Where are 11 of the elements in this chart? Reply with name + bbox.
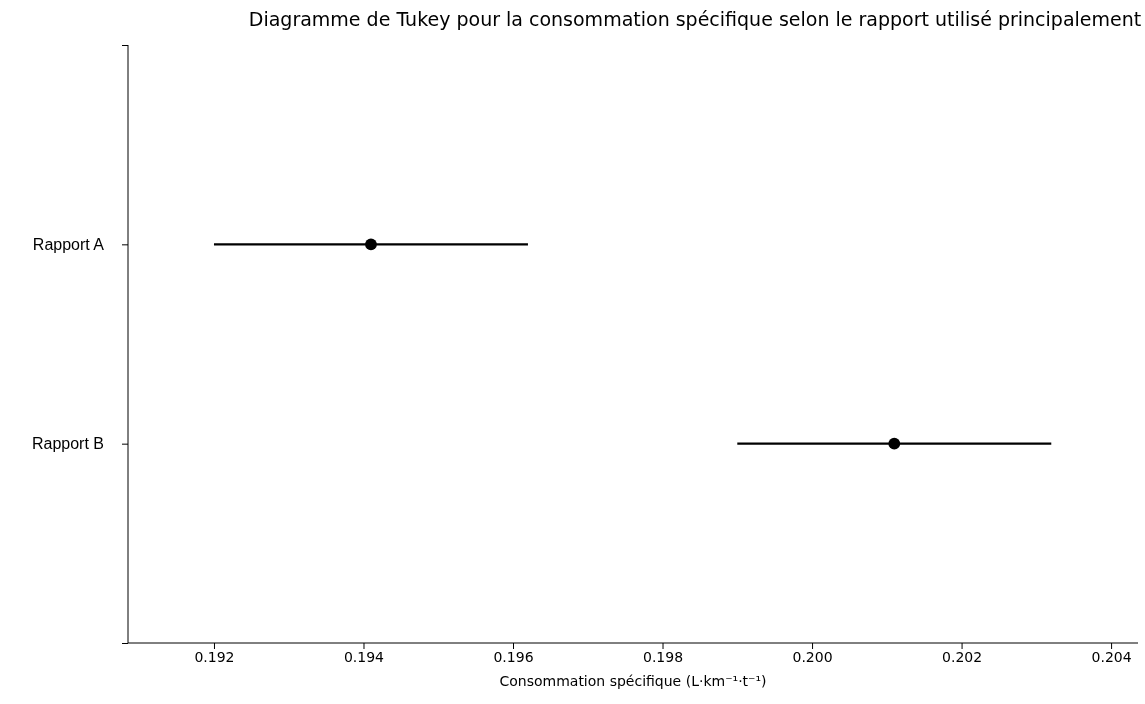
x-tick-label: 0.196 <box>493 648 534 665</box>
x-tick-label: 0.194 <box>343 648 385 665</box>
x-tick-label: 0.204 <box>1091 648 1132 665</box>
chart-title: Diagramme de Tukey pour la consommation spécifique selon le rapport utilisé principalement <box>248 8 1142 30</box>
y-tick-label: Rapport B <box>31 435 104 453</box>
x-tick-label: 0.200 <box>792 648 833 665</box>
x-tick-label: 0.192 <box>194 648 235 665</box>
x-tick-label: 0.202 <box>942 648 983 665</box>
x-axis-title: Consommation spécifique (L·km⁻¹·t⁻¹) <box>499 673 767 689</box>
x-tick-label: 0.198 <box>642 648 684 665</box>
y-tick-label: Rapport A <box>32 235 105 253</box>
